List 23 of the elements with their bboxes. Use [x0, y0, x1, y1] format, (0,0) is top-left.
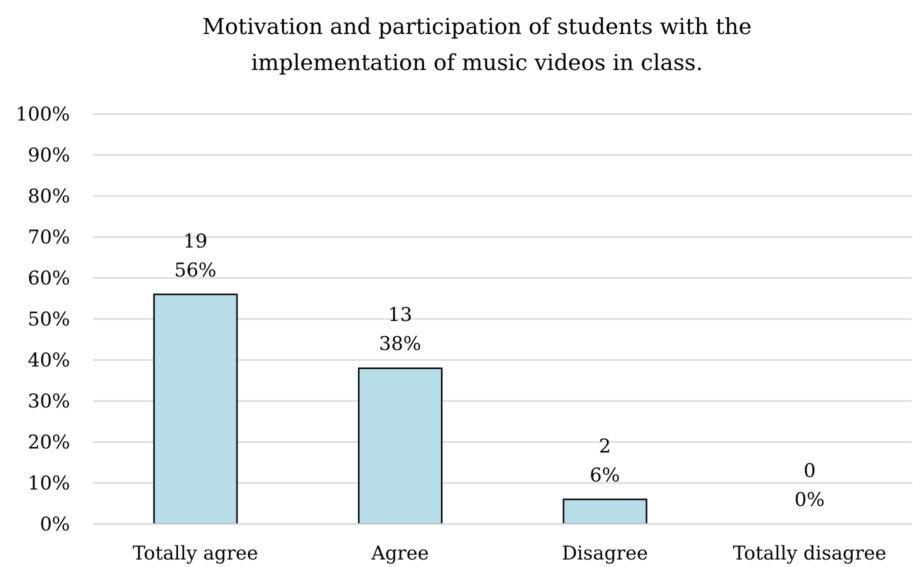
y-tick-label: 0%	[40, 514, 70, 536]
data-label: 13 38%	[379, 304, 422, 356]
y-tick-label: 50%	[28, 308, 70, 331]
bar	[562, 498, 648, 524]
y-tick-label: 40%	[28, 350, 70, 372]
y-tick-label: 20%	[28, 432, 70, 454]
x-tick-label: Totally agree	[132, 542, 258, 564]
x-tick-label: Totally disagree	[732, 542, 886, 564]
chart-title: Motivation and participation of students with the implementation of music videos in class.	[201, 14, 753, 78]
y-tick-label: 60%	[28, 268, 70, 290]
y-tick-label: 80%	[28, 186, 70, 208]
data-label: 19 56%	[174, 230, 216, 282]
x-tick-label: Disagree	[562, 542, 648, 564]
data-label: 2 6%	[590, 435, 620, 486]
y-tick-label: 100%	[16, 104, 70, 126]
y-tick-label: 30%	[28, 390, 70, 413]
y-tick-label: 70%	[28, 226, 70, 249]
x-tick-label: Agree	[370, 542, 429, 564]
y-tick-label: 10%	[28, 472, 70, 495]
y-tick-label: 90%	[28, 144, 70, 167]
data-label: 0 0%	[794, 460, 825, 511]
bar	[153, 294, 238, 524]
bar	[358, 367, 442, 524]
